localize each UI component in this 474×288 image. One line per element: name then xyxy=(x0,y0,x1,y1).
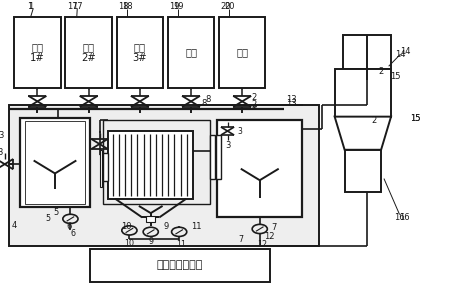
Bar xyxy=(25,121,85,204)
Text: 8: 8 xyxy=(205,95,210,105)
Text: 5: 5 xyxy=(54,208,59,217)
Bar xyxy=(210,135,215,179)
Text: 14: 14 xyxy=(395,50,406,59)
Text: 5: 5 xyxy=(46,214,51,223)
Bar xyxy=(9,105,319,246)
Text: 4: 4 xyxy=(11,221,17,230)
Text: 2: 2 xyxy=(372,116,377,125)
Text: 3: 3 xyxy=(237,126,242,136)
Bar xyxy=(343,35,391,69)
Text: 18: 18 xyxy=(122,2,133,11)
Text: 10: 10 xyxy=(121,222,132,231)
Text: 3: 3 xyxy=(0,131,4,140)
Bar xyxy=(168,17,214,88)
Text: 15: 15 xyxy=(390,72,401,81)
Text: 17: 17 xyxy=(67,2,78,11)
Bar xyxy=(117,17,163,88)
Text: 集成控制处理器: 集成控制处理器 xyxy=(157,260,203,270)
Text: 试剂
1#: 试剂 1# xyxy=(30,42,45,63)
Text: 14: 14 xyxy=(400,47,410,56)
Text: 13: 13 xyxy=(286,95,296,105)
Text: 18: 18 xyxy=(118,2,128,11)
Text: 10: 10 xyxy=(124,238,135,248)
Text: 11: 11 xyxy=(176,240,187,249)
Bar xyxy=(103,120,210,204)
Text: 7: 7 xyxy=(271,223,277,232)
Text: 17: 17 xyxy=(73,2,83,11)
Text: 20: 20 xyxy=(220,2,231,11)
Text: 试剂
3#: 试剂 3# xyxy=(133,42,147,63)
Text: 试剂
2#: 试剂 2# xyxy=(81,42,96,63)
Bar xyxy=(100,150,102,187)
Text: 纯水: 纯水 xyxy=(185,48,197,58)
Bar xyxy=(217,120,302,217)
Text: 石墨: 石墨 xyxy=(236,48,248,58)
Text: 11: 11 xyxy=(191,222,202,231)
Bar xyxy=(108,131,193,199)
Text: 12: 12 xyxy=(264,232,274,241)
Text: 12: 12 xyxy=(257,240,267,249)
Text: 16: 16 xyxy=(394,213,405,222)
Text: 6: 6 xyxy=(66,221,72,231)
Text: 15: 15 xyxy=(410,113,420,123)
Text: 15: 15 xyxy=(410,113,420,123)
Bar xyxy=(14,17,61,88)
Bar xyxy=(90,249,270,282)
Bar xyxy=(20,118,90,207)
Bar xyxy=(146,216,155,222)
Text: 7: 7 xyxy=(238,234,243,244)
Text: 20: 20 xyxy=(225,2,235,11)
Text: 8: 8 xyxy=(201,99,207,108)
Text: 6: 6 xyxy=(70,229,75,238)
Text: 1: 1 xyxy=(28,2,34,11)
Text: 3: 3 xyxy=(0,148,3,157)
Text: 2: 2 xyxy=(378,67,384,77)
Text: 9: 9 xyxy=(163,222,169,231)
Text: 3: 3 xyxy=(225,141,230,150)
Text: 2: 2 xyxy=(251,100,257,109)
Polygon shape xyxy=(335,117,391,150)
Text: 2: 2 xyxy=(251,93,256,103)
Bar xyxy=(103,153,108,181)
Bar xyxy=(335,69,391,117)
Text: 9: 9 xyxy=(148,237,153,247)
Text: 13: 13 xyxy=(286,99,296,108)
Bar xyxy=(216,135,221,179)
Bar xyxy=(345,150,381,192)
Text: 19: 19 xyxy=(173,2,184,11)
Text: 19: 19 xyxy=(169,2,180,11)
Bar xyxy=(65,17,112,88)
Bar xyxy=(219,17,265,88)
Text: 1: 1 xyxy=(27,2,33,11)
Text: 16: 16 xyxy=(399,213,410,222)
